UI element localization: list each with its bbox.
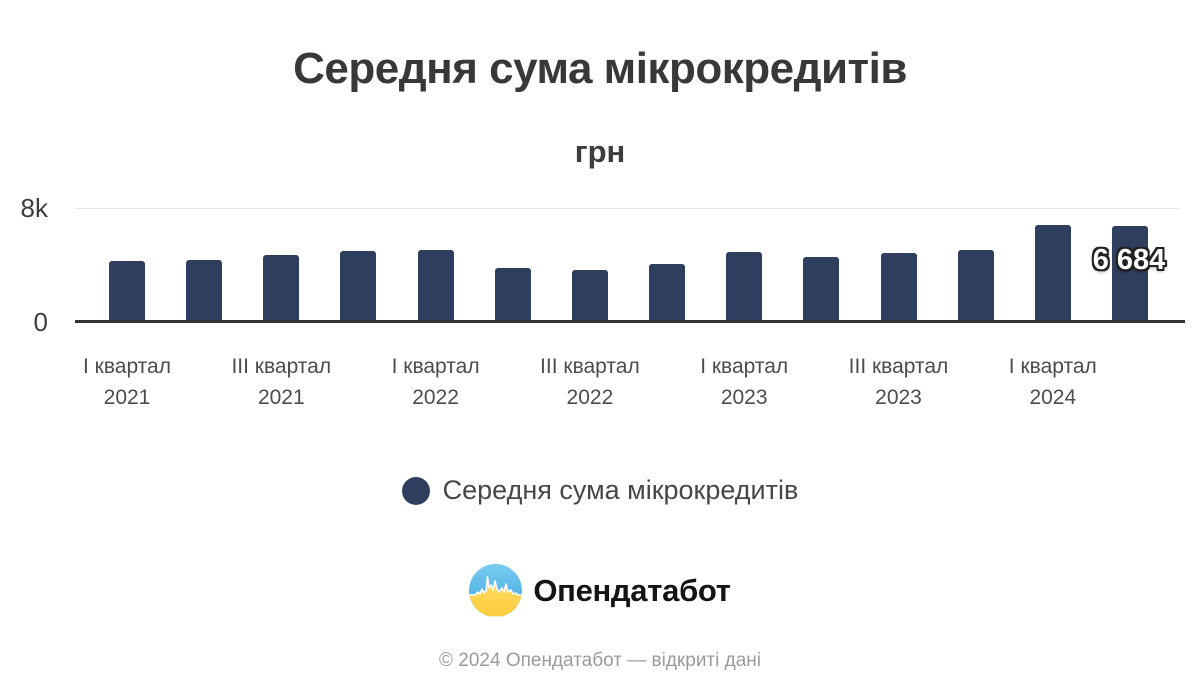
- bar-2[interactable]: [263, 255, 300, 320]
- y-tick-0: 0: [33, 307, 48, 337]
- bar-4[interactable]: [417, 250, 454, 320]
- x-tick-label: І квартал 2021: [83, 355, 171, 409]
- bar-3[interactable]: [340, 251, 377, 320]
- x-tick-label: І квартал 2022: [391, 355, 480, 409]
- bar-1[interactable]: [186, 260, 223, 320]
- copyright-footer: © 2024 Опендатабот — відкриті дані: [439, 650, 761, 671]
- legend-marker-circle: [401, 476, 430, 505]
- x-tick-label: І квартал 2024: [1008, 355, 1097, 409]
- bar-8[interactable]: [726, 252, 763, 320]
- bar-9[interactable]: [803, 257, 840, 320]
- last-bar-value-label: 6 684: [1092, 244, 1166, 276]
- x-tick-label: І квартал 2023: [700, 355, 789, 409]
- chart-title: Середня сума мікрокредитів: [293, 44, 907, 93]
- bar-7[interactable]: [649, 264, 686, 320]
- opendatabot-logo[interactable]: Опендатабот: [0, 564, 1200, 617]
- logo-text: Опендатабот: [533, 572, 731, 608]
- legend-label: Середня сума мікрокредитів: [442, 475, 799, 505]
- x-axis-line: [75, 320, 1185, 323]
- x-tick-label: ІІІ квартал 2021: [231, 355, 332, 409]
- bar-13[interactable]: [1111, 226, 1148, 320]
- chart-subtitle: грн: [574, 134, 626, 169]
- bar-5[interactable]: [494, 268, 531, 320]
- opendatabot-pulse-icon: [469, 564, 523, 617]
- bar-12[interactable]: [1034, 225, 1071, 320]
- x-tick-label: ІІІ квартал 2022: [540, 355, 640, 409]
- gridline-8k: [75, 208, 1180, 209]
- bar-6[interactable]: [571, 270, 608, 320]
- bar-0[interactable]: [109, 261, 145, 320]
- legend[interactable]: Середня сума мікрокредитів: [0, 475, 1200, 506]
- x-tick-label: ІІІ квартал 2023: [848, 355, 949, 409]
- bar-11[interactable]: [957, 250, 994, 320]
- bar-10[interactable]: [880, 253, 917, 320]
- y-tick-8k: 8k: [20, 193, 48, 223]
